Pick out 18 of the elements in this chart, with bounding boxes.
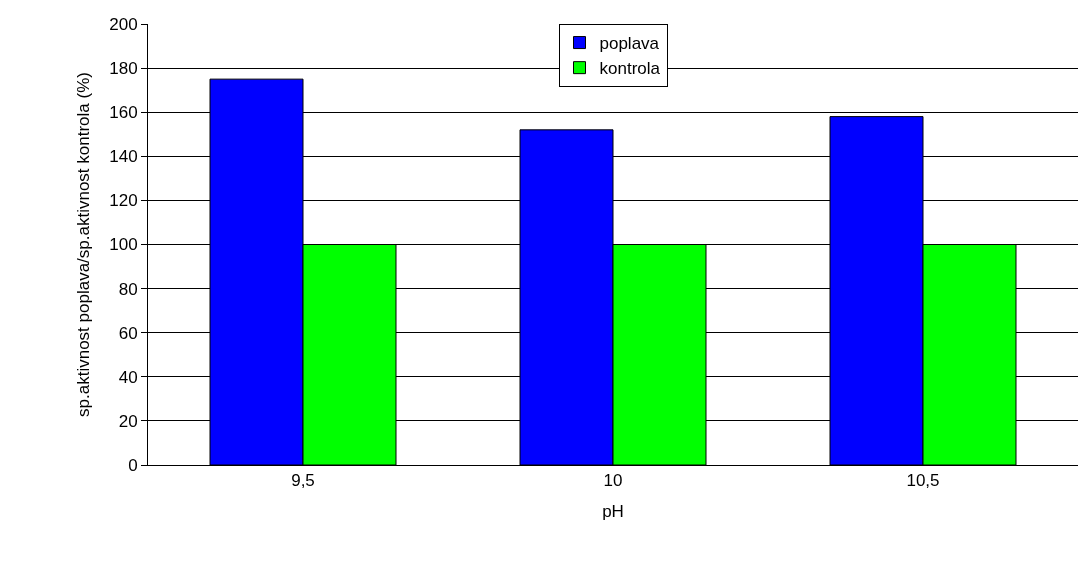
y-tick-label: 180 <box>109 59 138 79</box>
y-tick-label: 0 <box>128 455 138 475</box>
y-tick-label: 200 <box>109 14 138 34</box>
legend-label: kontrola <box>599 59 661 79</box>
legend-label: poplava <box>599 34 660 54</box>
x-tick-label: 10 <box>603 471 623 491</box>
x-axis-title: pH <box>602 501 624 521</box>
y-tick-label: 120 <box>109 191 138 211</box>
y-tick-label: 20 <box>118 411 138 431</box>
y-tick-label: 100 <box>109 235 138 255</box>
y-tick-label: 60 <box>118 323 138 343</box>
y-tick-label: 80 <box>118 279 138 299</box>
y-tick-label: 40 <box>118 367 138 387</box>
x-tick-label: 10,5 <box>906 471 940 491</box>
y-tick-label: 140 <box>109 147 138 167</box>
x-tick-label: 9,5 <box>291 471 315 491</box>
y-tick-label: 160 <box>109 103 138 123</box>
y-axis-title: sp.aktivnost poplava/sp.aktivnost kontrola (%) <box>73 72 93 417</box>
